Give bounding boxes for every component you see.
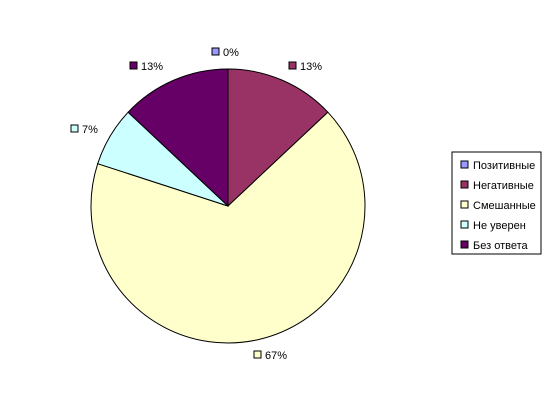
- data-label-text: 67%: [265, 350, 287, 362]
- pie-slices: [90, 68, 366, 344]
- legend-swatch: [460, 220, 469, 229]
- legend: Позитивные Негативные Смешанные Не уверен Бе…: [451, 151, 542, 255]
- data-labels: 0% 13% 67% 7% 13%: [70, 47, 322, 362]
- slice-2: [227, 68, 329, 208]
- legend-swatch: [460, 240, 469, 249]
- data-label-3: 67%: [253, 350, 287, 362]
- legend-item-5: Без ответа: [460, 240, 528, 252]
- data-label-text: 13%: [141, 61, 163, 73]
- legend-label: Не уверен: [473, 220, 526, 232]
- data-label-4: 7%: [70, 124, 98, 136]
- data-label-swatch: [70, 124, 79, 133]
- data-label-swatch: [211, 47, 220, 56]
- legend-label: Позитивные: [473, 160, 535, 172]
- legend-item-3: Смешанные: [460, 200, 536, 212]
- data-label-text: 7%: [82, 124, 98, 136]
- data-label-2: 13%: [288, 61, 322, 73]
- legend-item-4: Не уверен: [460, 220, 526, 232]
- data-label-text: 13%: [300, 61, 322, 73]
- legend-item-1: Позитивные: [460, 160, 535, 172]
- data-label-text: 0%: [223, 47, 239, 59]
- legend-swatch: [460, 160, 469, 169]
- legend-swatch: [460, 200, 469, 209]
- data-label-swatch: [129, 61, 138, 70]
- data-label-swatch: [288, 61, 297, 70]
- legend-label: Негативные: [473, 180, 534, 192]
- legend-swatch: [460, 180, 469, 189]
- legend-label: Без ответа: [473, 240, 528, 252]
- slice-5: [127, 68, 229, 208]
- data-label-swatch: [253, 350, 262, 359]
- legend-item-2: Негативные: [460, 180, 534, 192]
- data-label-1: 0%: [211, 47, 239, 59]
- slice-3: [90, 111, 366, 344]
- data-label-5: 13%: [129, 61, 163, 73]
- legend-label: Смешанные: [473, 200, 536, 212]
